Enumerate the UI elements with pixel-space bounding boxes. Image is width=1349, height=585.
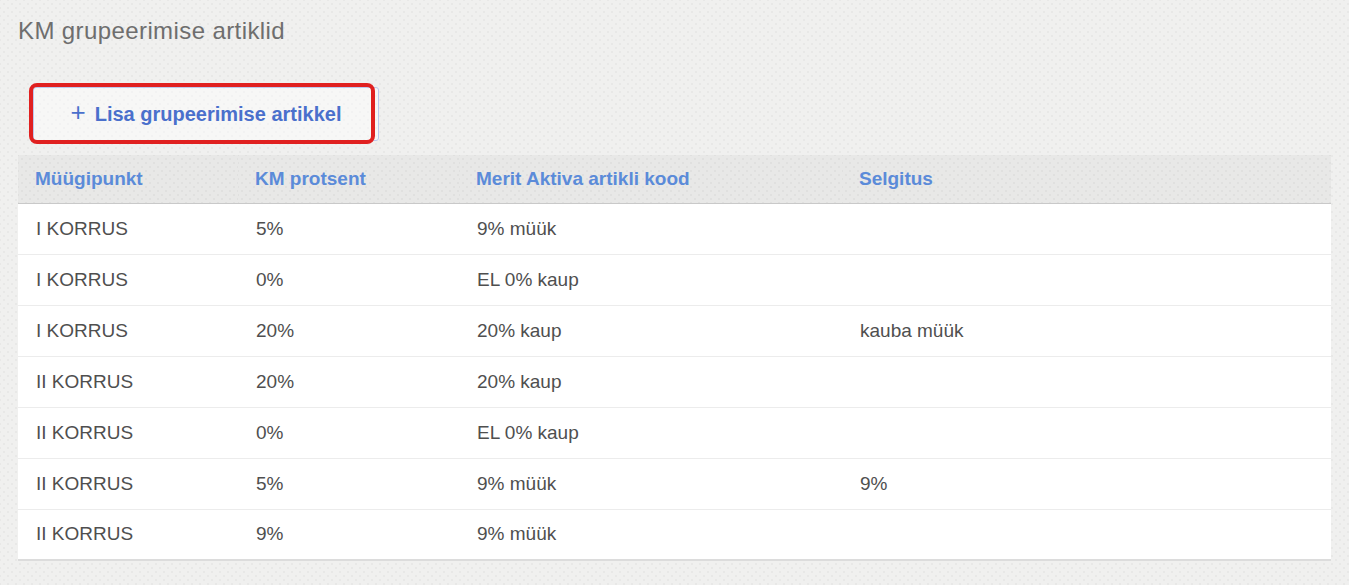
cell-km-protsent: 5%	[238, 203, 459, 254]
cell-km-protsent: 5%	[238, 458, 459, 509]
cell-selgitus: kauba müük	[842, 305, 1331, 356]
column-header-km-protsent[interactable]: KM protsent	[238, 155, 459, 203]
table-row: II KORRUS 0% EL 0% kaup	[18, 407, 1331, 458]
cell-muugipunkt: II KORRUS	[18, 407, 238, 458]
table-row: II KORRUS 9% 9% müük	[18, 509, 1331, 560]
column-header-selgitus[interactable]: Selgitus	[842, 155, 1331, 203]
cell-artikli-kood: 9% müük	[459, 203, 842, 254]
cell-km-protsent: 9%	[238, 509, 459, 560]
cell-artikli-kood: 9% müük	[459, 458, 842, 509]
page-title: KM grupeerimise artiklid	[18, 17, 285, 45]
cell-km-protsent: 0%	[238, 407, 459, 458]
add-grouping-article-label: Lisa grupeerimise artikkel	[95, 103, 342, 126]
cell-selgitus	[842, 254, 1331, 305]
column-header-muugipunkt[interactable]: Müügipunkt	[18, 155, 238, 203]
table-row: II KORRUS 5% 9% müük 9%	[18, 458, 1331, 509]
cell-selgitus	[842, 356, 1331, 407]
table-header: Müügipunkt KM protsent Merit Aktiva arti…	[18, 155, 1331, 203]
table-row: I KORRUS 20% 20% kaup kauba müük	[18, 305, 1331, 356]
cell-muugipunkt: II KORRUS	[18, 509, 238, 560]
cell-km-protsent: 0%	[238, 254, 459, 305]
cell-selgitus: 9%	[842, 458, 1331, 509]
cell-km-protsent: 20%	[238, 305, 459, 356]
cell-km-protsent: 20%	[238, 356, 459, 407]
add-grouping-article-button[interactable]: + Lisa grupeerimise artikkel	[33, 87, 379, 141]
cell-selgitus	[842, 203, 1331, 254]
column-header-merit-aktiva-artikli-kood[interactable]: Merit Aktiva artikli kood	[459, 155, 842, 203]
table-row: I KORRUS 5% 9% müük	[18, 203, 1331, 254]
grouping-articles-table: Müügipunkt KM protsent Merit Aktiva arti…	[18, 155, 1331, 561]
cell-artikli-kood: EL 0% kaup	[459, 254, 842, 305]
plus-icon: +	[71, 99, 86, 125]
table-row: II KORRUS 20% 20% kaup	[18, 356, 1331, 407]
cell-muugipunkt: I KORRUS	[18, 305, 238, 356]
cell-muugipunkt: I KORRUS	[18, 254, 238, 305]
cell-artikli-kood: 20% kaup	[459, 356, 842, 407]
cell-artikli-kood: 20% kaup	[459, 305, 842, 356]
cell-muugipunkt: II KORRUS	[18, 356, 238, 407]
cell-selgitus	[842, 407, 1331, 458]
cell-artikli-kood: EL 0% kaup	[459, 407, 842, 458]
cell-artikli-kood: 9% müük	[459, 509, 842, 560]
cell-muugipunkt: I KORRUS	[18, 203, 238, 254]
cell-selgitus	[842, 509, 1331, 560]
cell-muugipunkt: II KORRUS	[18, 458, 238, 509]
table-row: I KORRUS 0% EL 0% kaup	[18, 254, 1331, 305]
table-body: I KORRUS 5% 9% müük I KORRUS 0% EL 0% ka…	[18, 203, 1331, 560]
